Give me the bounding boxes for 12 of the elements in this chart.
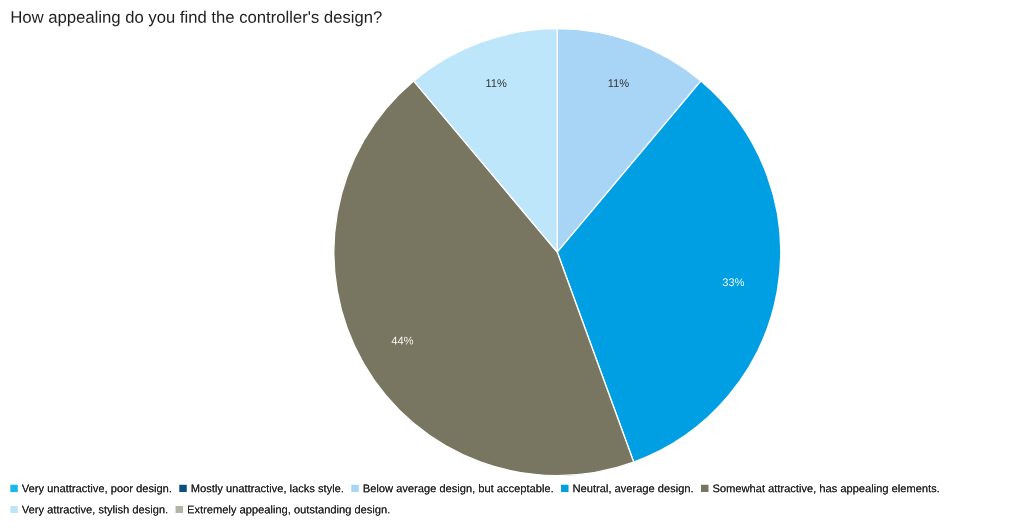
chart-title: How appealing do you find the controller's design? — [11, 10, 382, 27]
legend-label: Somewhat attractive, has appealing elements. — [713, 484, 939, 495]
legend-label: Very unattractive, poor design. — [21, 484, 171, 495]
data-label: 33% — [722, 278, 745, 287]
legend-label: Extremely appealing, outstanding design. — [187, 505, 390, 516]
data-label: 11% — [486, 79, 507, 88]
data-label: 11% — [608, 79, 629, 88]
legend-label: Very attractive, stylish design. — [21, 505, 168, 516]
data-label: 44% — [391, 336, 414, 345]
legend-label: Neutral, average design. — [573, 484, 693, 495]
legend-label: Mostly unattractive, lacks style. — [191, 484, 343, 495]
legend-label: Below average design, but acceptable. — [363, 484, 553, 495]
